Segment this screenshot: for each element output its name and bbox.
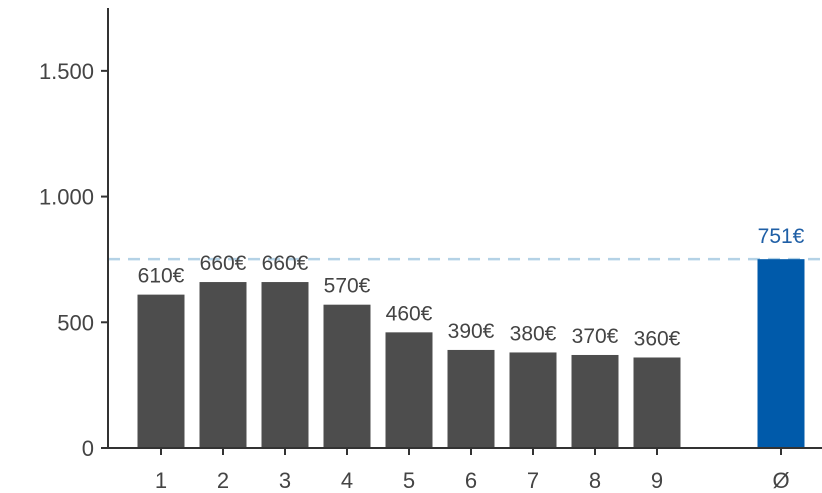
bar-8 <box>571 354 619 448</box>
y-tick-label: 1.000 <box>39 185 94 210</box>
bar-average <box>757 259 805 448</box>
data-label-6: 390€ <box>448 320 495 343</box>
data-label-3: 660€ <box>262 252 309 275</box>
data-label-7: 380€ <box>510 322 557 345</box>
data-label-4: 570€ <box>324 275 371 298</box>
y-tick-label: 1.500 <box>39 59 94 84</box>
bar-3 <box>261 282 309 448</box>
bar-4 <box>323 304 371 448</box>
x-tick-label: 4 <box>341 468 353 493</box>
x-tick-label: 9 <box>651 468 663 493</box>
y-tick-label: 0 <box>82 436 94 461</box>
data-label-1: 610€ <box>138 265 185 288</box>
y-tick-label: 500 <box>57 310 94 335</box>
bar-2 <box>199 282 247 448</box>
bar-1 <box>137 294 185 448</box>
data-label-9: 360€ <box>634 327 681 350</box>
x-ticks-layer: 1 2 3 4 5 6 7 8 9 Ø <box>155 448 790 493</box>
x-tick-label: 6 <box>465 468 477 493</box>
x-tick-label: Ø <box>772 468 789 493</box>
bars-layer <box>137 259 805 448</box>
x-tick-label: 1 <box>155 468 167 493</box>
x-tick-label: 7 <box>527 468 539 493</box>
y-ticks-layer: 0 500 1.000 1.500 <box>39 59 108 461</box>
x-tick-label: 5 <box>403 468 415 493</box>
x-tick-label: 8 <box>589 468 601 493</box>
bar-9 <box>633 357 681 448</box>
bar-5 <box>385 332 433 448</box>
x-tick-label: 2 <box>217 468 229 493</box>
bar-6 <box>447 349 495 448</box>
x-tick-label: 3 <box>279 468 291 493</box>
data-label-2: 660€ <box>200 252 247 275</box>
data-labels-layer: 610€ 660€ 660€ 570€ 460€ 390€ 380€ 370€ 360€ 751€ <box>138 225 805 350</box>
data-label-5: 460€ <box>386 302 433 325</box>
data-label-average: 751€ <box>758 225 805 248</box>
bar-7 <box>509 352 557 448</box>
data-label-8: 370€ <box>572 325 619 348</box>
